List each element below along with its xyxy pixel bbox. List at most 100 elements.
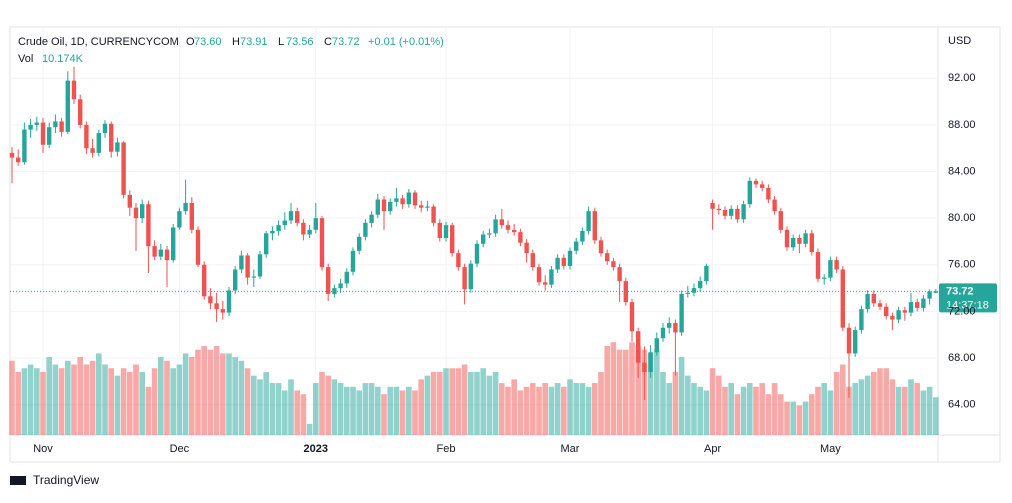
candle-body [865, 293, 870, 310]
volume-bar [480, 368, 486, 435]
volume-bar [108, 368, 114, 435]
candle-body [412, 192, 418, 206]
volume-bar [697, 386, 703, 435]
candle-body [102, 123, 108, 134]
candle-body [301, 222, 306, 235]
volume-bar [840, 364, 846, 435]
candle-body [598, 240, 604, 254]
price-tag: 73.72 14:37:18 [10, 283, 997, 313]
volume-bar [356, 390, 362, 435]
candle-body [406, 192, 411, 205]
volume-bar [691, 383, 697, 435]
volume-bar [926, 386, 933, 435]
volume-bar [430, 371, 437, 435]
candle-body [567, 250, 573, 266]
volume-bar [703, 390, 710, 435]
x-tick-label: Mar [561, 443, 580, 455]
volume-bar [592, 383, 598, 435]
volume-bar [517, 390, 524, 435]
candle-body [462, 267, 467, 290]
candle-body [660, 327, 666, 339]
volume-bar [102, 364, 108, 435]
volume-bar [753, 386, 759, 435]
volume-bar [858, 379, 865, 435]
volume-bar [164, 360, 170, 435]
volume-bar [827, 390, 834, 435]
volume-bar [468, 371, 474, 435]
volume-bar [406, 386, 412, 435]
volume-bar [536, 386, 542, 435]
candle-body [183, 203, 188, 212]
volume-bar [449, 368, 455, 435]
volume-bar [548, 386, 555, 435]
candle-body [586, 211, 591, 231]
candle-body [499, 219, 504, 226]
volume-bar [722, 386, 728, 435]
y-tick-label: 68.00 [948, 352, 976, 364]
volume-bar [220, 353, 226, 435]
volume-bar [747, 383, 753, 435]
volume-bar [809, 394, 815, 435]
candle-body [629, 302, 635, 332]
candle-body [419, 205, 424, 208]
volume-bar [821, 383, 827, 435]
candle-body [747, 180, 752, 205]
volume-bar [455, 368, 462, 435]
candle-body [549, 269, 554, 285]
candle-body [710, 203, 715, 209]
volume-bar [623, 349, 629, 435]
candle-body [722, 210, 728, 216]
candle-body [189, 203, 194, 230]
candle-body [493, 219, 498, 234]
volume-bar [567, 379, 573, 435]
volume-bar [908, 379, 914, 435]
candle-body [319, 218, 325, 268]
candle-body [233, 269, 238, 291]
candles [9, 66, 938, 401]
candle-body [933, 291, 938, 293]
volume-bar [784, 401, 790, 435]
volume-bar [734, 394, 741, 435]
candle-body [53, 121, 58, 128]
candle-body [536, 267, 542, 283]
candle-body [226, 290, 232, 313]
volume-bar [83, 364, 90, 435]
volume-bar [46, 357, 52, 435]
candle-body [784, 229, 790, 248]
candle-body [778, 211, 783, 230]
volume-bar [337, 383, 344, 435]
candle-body [195, 229, 201, 265]
volume-bar [114, 375, 121, 435]
candle-body [381, 199, 387, 212]
candle-body [840, 269, 845, 328]
candle-body [871, 293, 876, 304]
ohlc-value: 73.91 [240, 36, 268, 48]
candle-body [828, 260, 833, 278]
candle-body [574, 241, 579, 251]
y-tick-label: 84.00 [948, 165, 976, 177]
y-tick-label: 72.00 [948, 305, 976, 317]
candle-body [450, 225, 455, 254]
candle-body [512, 229, 517, 233]
volume-bar [368, 383, 375, 435]
volume-bar [889, 379, 896, 435]
candle-body [214, 303, 219, 310]
volume-bar [716, 375, 722, 435]
y-tick-label: 88.00 [948, 119, 976, 131]
volume-bar [678, 357, 685, 435]
volume-bar [616, 349, 623, 435]
volume-bar [492, 371, 499, 435]
volume-bar [375, 386, 381, 435]
volume-bar [579, 383, 586, 435]
ohlc-letter: O [186, 36, 195, 48]
volume-bar [158, 357, 164, 435]
x-tick-label: Feb [437, 443, 456, 455]
volume-bar [288, 379, 294, 435]
candle-body [580, 231, 585, 242]
volume-bar [647, 353, 654, 435]
candle-body [90, 148, 95, 153]
candle-body [96, 133, 101, 153]
volume-bar [542, 383, 548, 435]
volume-bar [437, 371, 443, 435]
volume-bar [864, 375, 871, 435]
